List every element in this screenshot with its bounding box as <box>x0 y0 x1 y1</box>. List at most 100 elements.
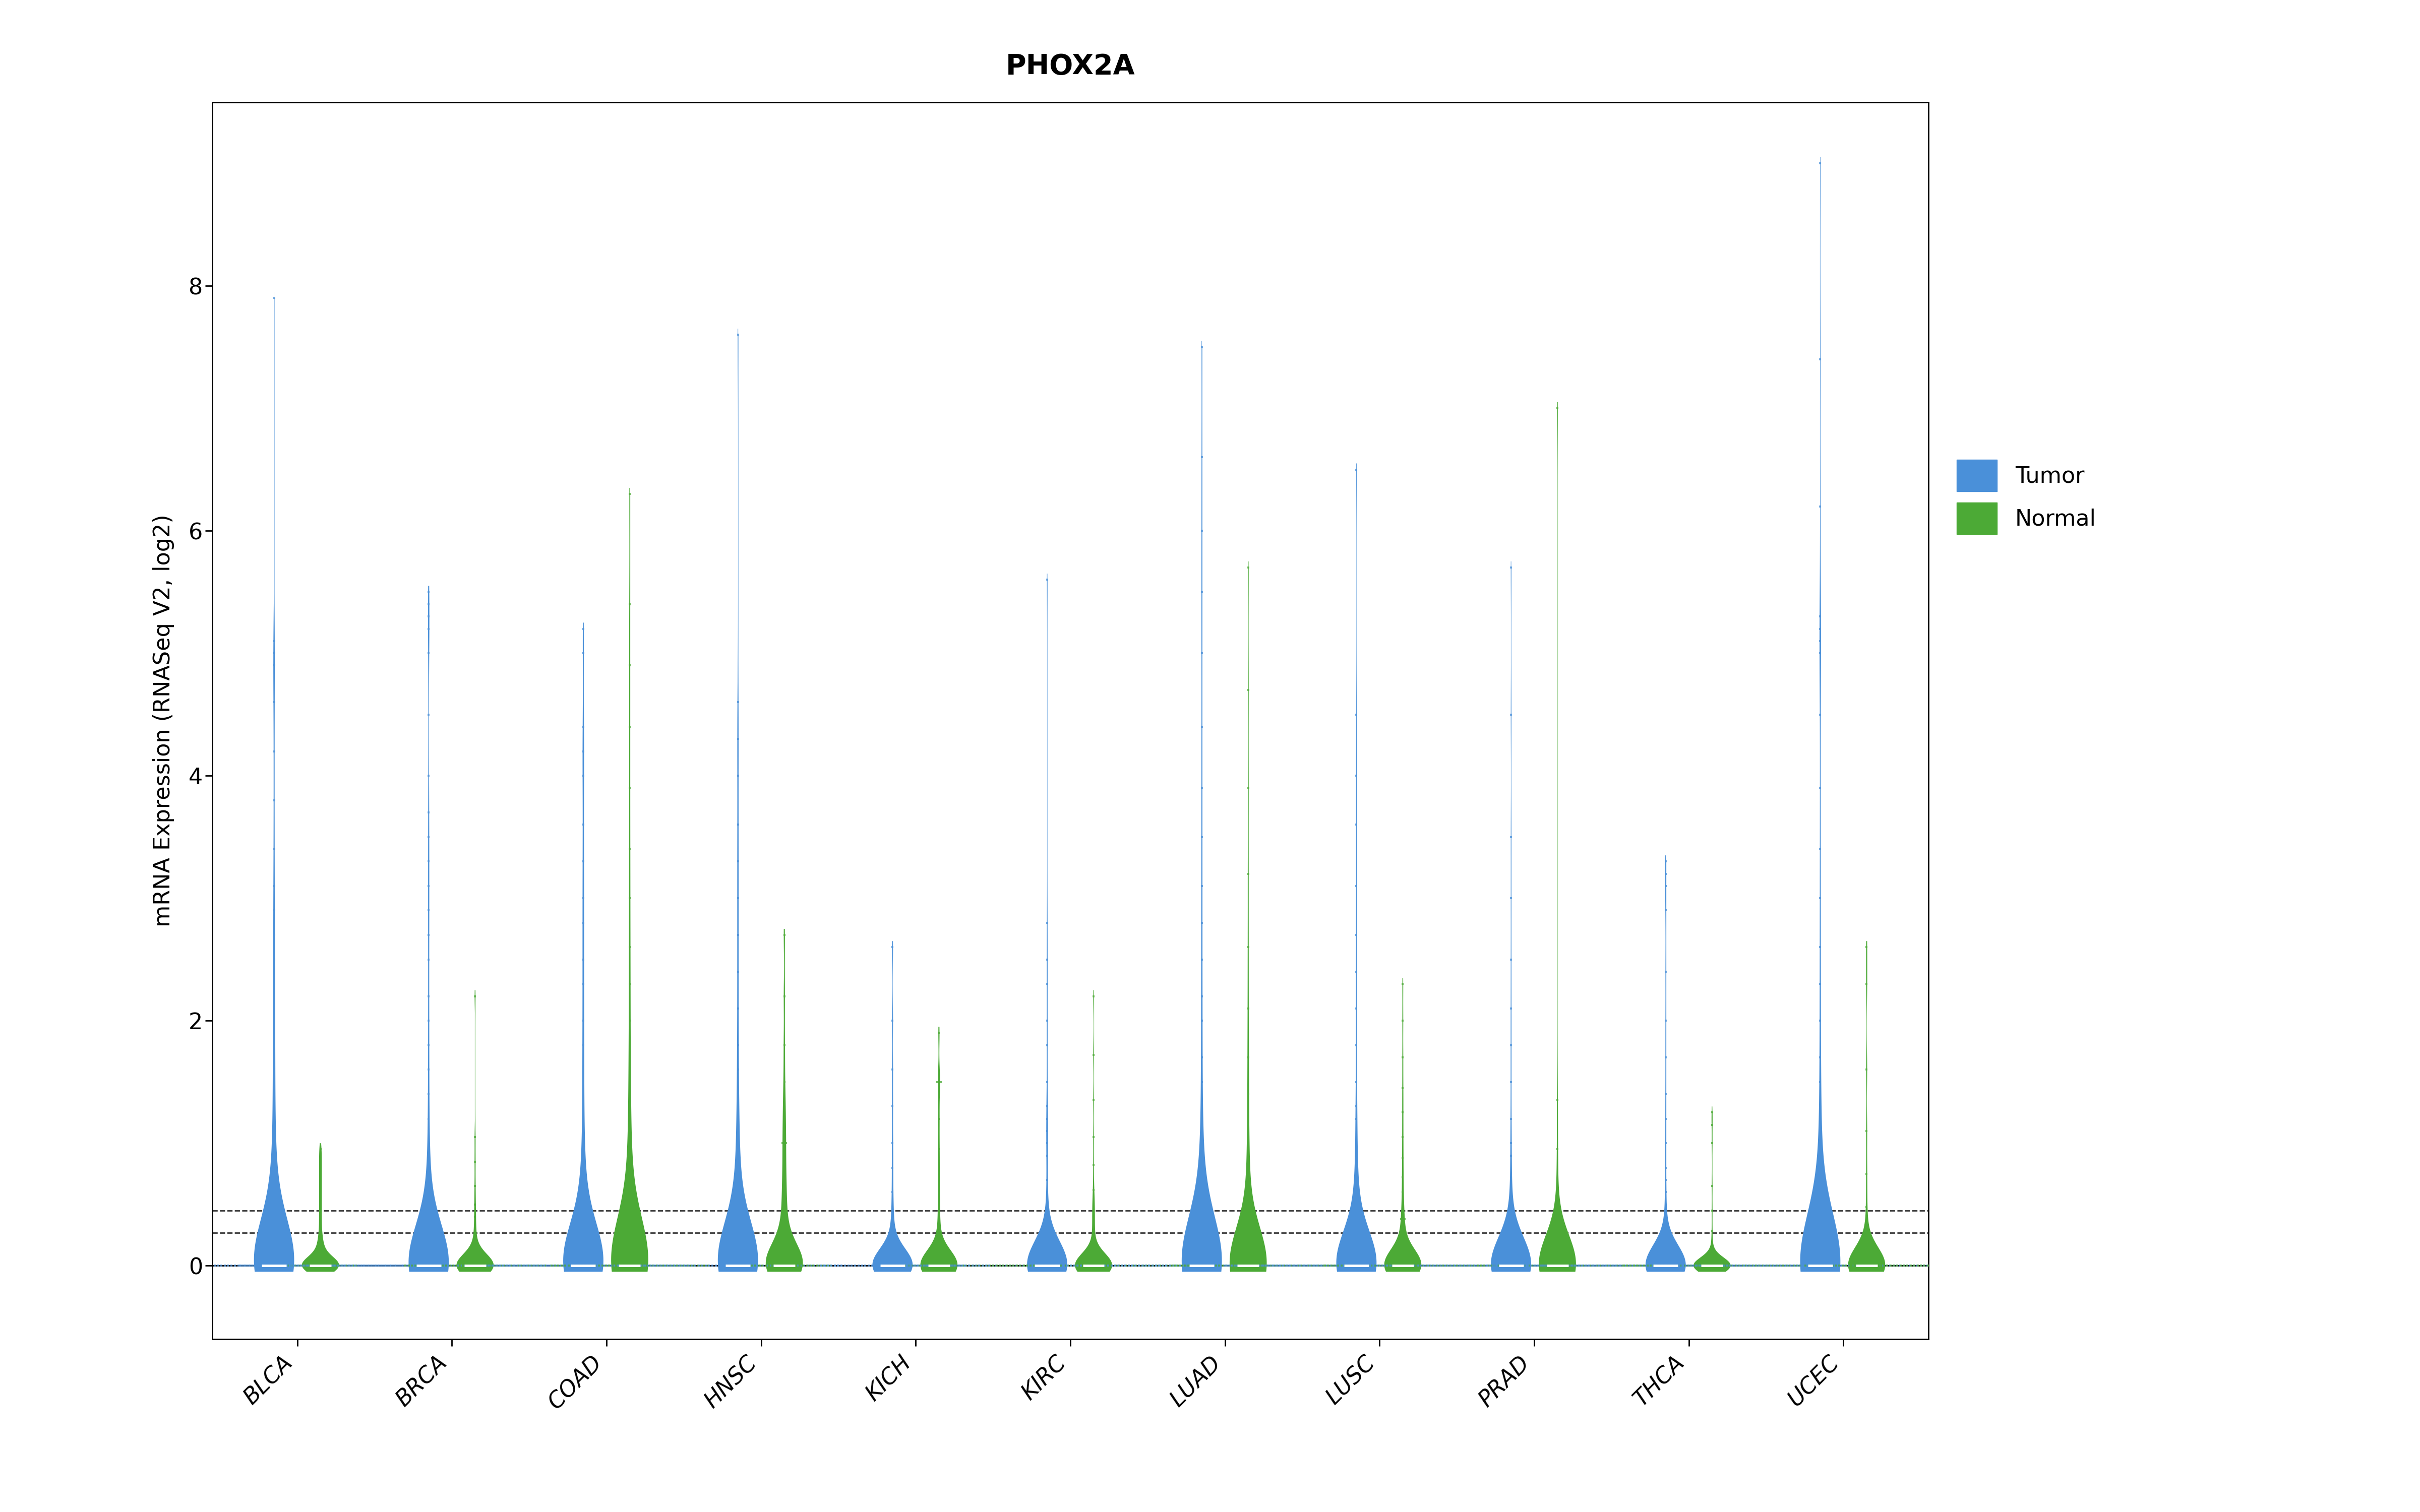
Point <box>1166 1253 1205 1278</box>
Point <box>912 1253 951 1278</box>
Point <box>1800 703 1839 727</box>
Point <box>348 1253 387 1278</box>
Point <box>1517 1253 1556 1278</box>
Point <box>874 1247 912 1272</box>
Point <box>1130 1253 1169 1278</box>
Point <box>1740 1253 1779 1278</box>
Point <box>946 1253 985 1278</box>
Point <box>1522 1253 1561 1278</box>
Point <box>564 1057 603 1081</box>
Point <box>1491 996 1529 1021</box>
Point <box>1902 1253 1941 1278</box>
Point <box>607 1234 646 1258</box>
Point <box>1854 1253 1892 1278</box>
Point <box>334 1253 373 1278</box>
Point <box>564 1243 603 1267</box>
Point <box>1888 1253 1926 1278</box>
Point <box>332 1253 370 1278</box>
Point <box>1140 1253 1179 1278</box>
Point <box>494 1253 532 1278</box>
Point <box>363 1253 402 1278</box>
Point <box>1803 1253 1842 1278</box>
Point <box>874 1009 912 1033</box>
Point <box>1692 1113 1730 1137</box>
Point <box>1612 1253 1650 1278</box>
Point <box>411 1234 450 1258</box>
Point <box>416 1253 455 1278</box>
Point <box>1534 1253 1573 1278</box>
Point <box>987 1253 1026 1278</box>
Point <box>1176 1253 1215 1278</box>
Point <box>1082 1253 1120 1278</box>
Point <box>254 1193 293 1217</box>
Point <box>1116 1253 1154 1278</box>
Point <box>414 1253 453 1278</box>
Point <box>963 1253 1002 1278</box>
Point <box>1312 1253 1350 1278</box>
Point <box>886 1253 924 1278</box>
Point <box>1488 1253 1527 1278</box>
Point <box>1401 1253 1440 1278</box>
Point <box>1336 922 1375 947</box>
Point <box>1689 1253 1728 1278</box>
Point <box>719 812 757 836</box>
Point <box>883 1253 922 1278</box>
Point <box>1106 1253 1145 1278</box>
Point <box>1028 1095 1067 1119</box>
Point <box>1905 1253 1943 1278</box>
Point <box>465 1253 503 1278</box>
Point <box>595 1253 634 1278</box>
Point <box>564 1253 603 1278</box>
Point <box>1827 1253 1866 1278</box>
Point <box>489 1253 528 1278</box>
Point <box>1183 1070 1222 1095</box>
Point <box>1738 1253 1776 1278</box>
Point <box>920 1137 958 1161</box>
Point <box>491 1253 530 1278</box>
Point <box>1827 1253 1866 1278</box>
Point <box>542 1253 581 1278</box>
Point <box>344 1253 382 1278</box>
Point <box>1527 1253 1566 1278</box>
Point <box>714 1253 753 1278</box>
Point <box>1309 1253 1348 1278</box>
Point <box>1454 1253 1493 1278</box>
Point <box>620 1253 658 1278</box>
Point <box>610 1194 649 1219</box>
Point <box>699 1253 738 1278</box>
Point <box>586 1253 624 1278</box>
Point <box>1813 1253 1851 1278</box>
Point <box>1123 1253 1162 1278</box>
Point <box>1800 886 1839 910</box>
Point <box>1621 1253 1660 1278</box>
Point <box>920 1161 958 1185</box>
Point <box>356 1253 394 1278</box>
Point <box>1087 1253 1125 1278</box>
Point <box>1116 1253 1154 1278</box>
Point <box>385 1253 424 1278</box>
Point <box>373 1253 411 1278</box>
Point <box>753 1253 791 1278</box>
Point <box>1730 1253 1769 1278</box>
Point <box>656 1253 695 1278</box>
Point <box>496 1253 535 1278</box>
Point <box>409 581 448 605</box>
Point <box>1454 1253 1493 1278</box>
Point <box>801 1253 840 1278</box>
Point <box>254 1199 293 1223</box>
Point <box>1643 1253 1682 1278</box>
Point <box>1394 1253 1433 1278</box>
Point <box>1183 826 1222 850</box>
Point <box>407 1238 445 1263</box>
Point <box>1641 1253 1679 1278</box>
Point <box>1174 1253 1212 1278</box>
Point <box>1244 1253 1283 1278</box>
Point <box>1106 1253 1145 1278</box>
Point <box>898 1253 937 1278</box>
Point <box>455 1241 494 1266</box>
Point <box>741 1253 779 1278</box>
Point <box>1684 1253 1723 1278</box>
Point <box>794 1253 832 1278</box>
Point <box>1551 1253 1590 1278</box>
Point <box>1885 1253 1924 1278</box>
